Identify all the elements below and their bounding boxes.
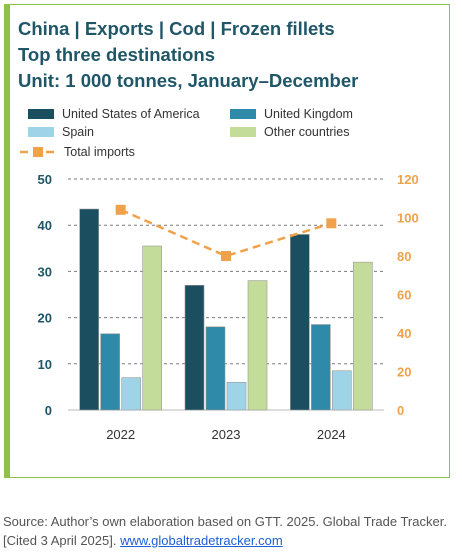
legend-marker-total — [33, 147, 43, 157]
bar-1-3 — [247, 280, 268, 411]
title-line-3: Unit: 1 000 tonnes, January–December — [18, 70, 359, 91]
y-right-tick-2: 40 — [397, 326, 411, 341]
legend-swatch-1 — [230, 109, 256, 119]
total-imports-marker-1 — [221, 251, 231, 261]
title-line-2: Top three destinations — [18, 44, 216, 65]
bar-2-1 — [311, 324, 331, 411]
bar-1-1 — [205, 326, 226, 411]
chart-title: China | Exports | Cod | Frozen fillets T… — [18, 16, 448, 94]
y-right-tick-4: 80 — [397, 249, 411, 264]
y-right-tick-1: 20 — [397, 365, 411, 380]
source-text: Source: Author’s own elaboration based o… — [3, 514, 447, 548]
y-right-tick-3: 60 — [397, 288, 411, 303]
source-note: Source: Author’s own elaboration based o… — [3, 512, 458, 550]
chart-svg: United States of America United Kingdom Sp… — [20, 107, 419, 442]
x-tick-1: 2023 — [212, 427, 241, 442]
legend-label-1: United Kingdom — [264, 107, 353, 121]
y-left-tick-3: 30 — [38, 264, 52, 279]
legend-label-3: Other countries — [264, 125, 349, 139]
bar-0-3 — [142, 245, 162, 411]
bar-0-1 — [100, 333, 120, 411]
y-left-tick-0: 0 — [45, 403, 52, 418]
bar-2-0 — [290, 234, 310, 411]
y-left-tick-4: 40 — [38, 218, 52, 233]
bar-2-3 — [353, 261, 373, 411]
total-imports-line — [120, 208, 332, 258]
legend-label-total: Total imports — [64, 145, 135, 159]
bar-1-0 — [184, 284, 205, 411]
y-right-tick-6: 120 — [397, 172, 419, 187]
legend-swatch-3 — [230, 127, 256, 137]
y-left-tick-5: 50 — [38, 172, 52, 187]
bar-1-2 — [226, 381, 247, 411]
bar-0-2 — [121, 377, 141, 411]
x-tick-2: 2024 — [317, 427, 346, 442]
total-imports-marker-0 — [115, 204, 126, 215]
legend-label-2: Spain — [62, 125, 94, 139]
y-right-tick-0: 0 — [397, 403, 404, 418]
bar-2-2 — [332, 370, 352, 411]
bar-0-0 — [79, 208, 99, 411]
y-left-tick-1: 10 — [38, 357, 52, 372]
legend-swatch-2 — [28, 127, 54, 137]
y-right-tick-5: 100 — [397, 211, 419, 226]
y-left-tick-2: 20 — [38, 311, 52, 326]
x-tick-0: 2022 — [106, 427, 135, 442]
title-line-1: China | Exports | Cod | Frozen fillets — [18, 18, 335, 39]
legend-label-0: United States of America — [62, 107, 200, 121]
total-imports-marker-2 — [326, 218, 337, 229]
legend-swatch-0 — [28, 109, 54, 119]
source-link[interactable]: www.globaltradetracker.com — [120, 533, 283, 548]
